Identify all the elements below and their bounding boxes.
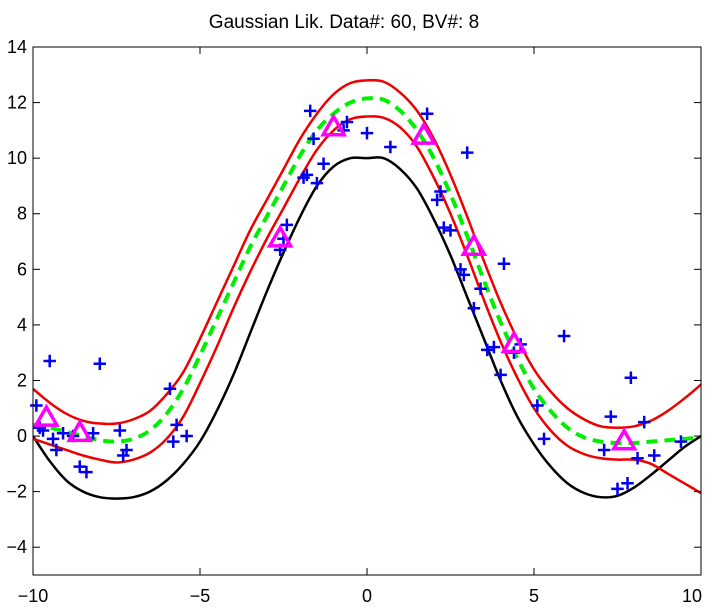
plot-frame bbox=[32, 46, 702, 576]
data-point bbox=[180, 429, 193, 443]
data-point bbox=[163, 382, 177, 396]
chart-title: Gaussian Lik. Data#: 60, BV#: 8 bbox=[209, 12, 479, 33]
data-point bbox=[307, 132, 320, 145]
data-point bbox=[637, 415, 651, 429]
data-point bbox=[467, 301, 481, 315]
data-point bbox=[50, 443, 63, 457]
data-point bbox=[36, 424, 50, 437]
data-point bbox=[56, 427, 70, 440]
data-point bbox=[631, 452, 644, 465]
lower-bound-line bbox=[33, 115, 701, 495]
y-tick-label: 10 bbox=[7, 148, 27, 168]
data-point bbox=[434, 185, 447, 198]
data-point bbox=[384, 140, 397, 154]
upper-bound-line bbox=[33, 78, 701, 429]
data-point bbox=[86, 427, 100, 440]
y-tick-label: 4 bbox=[17, 315, 27, 335]
y-tick-label: 2 bbox=[17, 370, 27, 390]
y-tick-label: −2 bbox=[6, 482, 27, 502]
x-tick-label: 5 bbox=[529, 586, 539, 606]
data-point bbox=[93, 357, 107, 371]
data-point bbox=[340, 115, 354, 129]
data-point bbox=[170, 418, 183, 432]
data-points-layer bbox=[30, 104, 688, 496]
x-tick-label: −5 bbox=[190, 586, 211, 606]
basis-vector-marker bbox=[610, 427, 638, 451]
y-tick-label: 12 bbox=[7, 93, 27, 113]
data-point bbox=[46, 432, 60, 446]
y-tick-label: 8 bbox=[17, 204, 27, 224]
predictive-mean-line bbox=[33, 96, 701, 446]
y-tick-label: 14 bbox=[7, 37, 27, 57]
basis-vector-marker bbox=[410, 121, 438, 145]
basis-vector-marker bbox=[500, 329, 528, 354]
data-point bbox=[474, 282, 487, 296]
basis-vector-marker bbox=[460, 232, 488, 256]
data-point bbox=[420, 107, 434, 120]
data-point bbox=[457, 268, 471, 282]
basis-vector-marker bbox=[66, 418, 94, 443]
data-point bbox=[120, 443, 133, 457]
x-tick-label: −10 bbox=[18, 586, 49, 606]
data-point bbox=[43, 354, 56, 368]
y-tick-label: 0 bbox=[17, 426, 27, 446]
y-tick-label: 6 bbox=[17, 259, 27, 279]
basis-vector-layer bbox=[32, 113, 638, 451]
data-point bbox=[604, 410, 618, 423]
data-point bbox=[360, 126, 374, 140]
x-tick-label: 0 bbox=[362, 586, 372, 606]
data-point bbox=[444, 224, 457, 237]
data-point bbox=[437, 221, 451, 234]
true-function-line bbox=[33, 156, 701, 500]
data-point bbox=[280, 218, 294, 232]
curves-layer bbox=[33, 78, 701, 500]
y-tick-label: −4 bbox=[6, 537, 27, 557]
data-point bbox=[487, 340, 501, 354]
data-point bbox=[621, 477, 634, 490]
tick-labels-layer: −10 −5 0 5 10 −4 −2 0 2 4 6 8 10 12 14 bbox=[6, 37, 702, 606]
data-point bbox=[300, 168, 314, 182]
data-point bbox=[531, 399, 544, 412]
basis-vector-marker bbox=[266, 224, 294, 248]
data-point bbox=[480, 343, 494, 357]
data-point bbox=[317, 157, 330, 170]
data-point bbox=[167, 435, 180, 448]
data-point bbox=[674, 435, 688, 448]
data-point bbox=[113, 424, 127, 437]
data-point bbox=[460, 146, 474, 159]
data-point bbox=[497, 257, 511, 271]
data-point bbox=[647, 449, 661, 462]
data-point bbox=[80, 465, 93, 479]
data-point bbox=[597, 443, 611, 457]
data-point bbox=[537, 432, 551, 446]
data-point bbox=[494, 368, 507, 382]
x-tick-label: 10 bbox=[682, 586, 702, 606]
data-point bbox=[310, 176, 324, 190]
ticks-layer bbox=[32, 46, 702, 575]
data-point bbox=[557, 329, 571, 343]
data-point bbox=[303, 104, 317, 118]
data-point bbox=[624, 371, 638, 384]
data-point bbox=[611, 482, 624, 496]
basis-vector-marker bbox=[32, 403, 60, 427]
data-point bbox=[73, 460, 87, 473]
basis-vector-marker bbox=[320, 113, 348, 137]
data-point bbox=[430, 193, 444, 207]
